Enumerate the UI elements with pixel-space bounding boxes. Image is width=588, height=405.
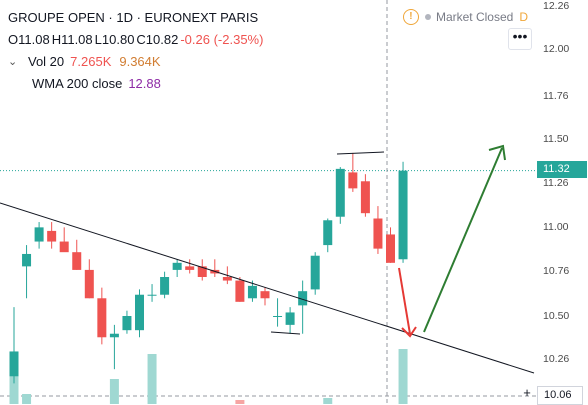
candle-body: [109, 333, 119, 338]
candle-body: [273, 316, 283, 317]
ohlc-row: O11.08 H11.08 L10.80 C10.82 -0.26 (-2.35…: [8, 28, 265, 50]
candle-body: [260, 291, 270, 299]
support-line: [270, 331, 301, 335]
volume-bar: [22, 394, 32, 404]
price-tick: 11.00: [543, 221, 569, 233]
candle-body: [59, 241, 69, 253]
more-options-button[interactable]: •••: [508, 28, 532, 50]
add-plus-icon[interactable]: +: [523, 385, 531, 400]
candle-body: [285, 312, 295, 325]
price-axis[interactable]: 12.26 12.00 11.76 11.50 11.26 11.00 10.7…: [537, 0, 588, 405]
volume-bar: [398, 349, 408, 404]
green-arrow-line: [423, 147, 503, 333]
legend: GROUPE OPEN · 1D · EURONEXT PARIS O11.08…: [8, 6, 265, 94]
candle-body: [172, 262, 182, 270]
price-tick: 10.50: [543, 310, 570, 322]
price-tick: 11.26: [543, 177, 569, 189]
candle-body: [386, 234, 395, 263]
status-dot-icon: [424, 14, 431, 20]
price-tick: 12.26: [543, 0, 570, 12]
chevron-down-icon[interactable]: ⌄: [8, 55, 18, 68]
wma-indicator-row[interactable]: WMA 200 close 12.88: [8, 72, 265, 94]
market-status-text: Market Closed: [435, 10, 514, 24]
candle-body: [310, 255, 320, 290]
ohlc-close: C10.82: [136, 31, 179, 47]
volume-bar: [147, 354, 157, 404]
warning-icon[interactable]: !: [402, 9, 419, 25]
price-tick: 11.50: [543, 133, 569, 145]
ohlc-change: -0.26 (-2.35%): [180, 31, 264, 47]
candle-body: [323, 220, 333, 246]
candle-body: [398, 170, 408, 260]
candle-body: [34, 227, 44, 242]
candle-body: [335, 168, 345, 217]
wma-label: WMA 200 close: [32, 75, 123, 91]
ohlc-open: O11.08: [8, 31, 50, 47]
volume-ma-value: 9.364K: [119, 53, 161, 69]
candle-body: [197, 266, 207, 277]
candle-body: [185, 266, 195, 270]
symbol-row: GROUPE OPEN · 1D · EURONEXT PARIS: [8, 6, 265, 28]
price-tick: 12.00: [543, 43, 570, 55]
ohlc-high: H11.08: [51, 31, 93, 47]
red-arrow-line: [398, 267, 411, 335]
candle-body: [298, 291, 308, 306]
wma-value: 12.88: [128, 75, 161, 91]
volume-bar: [235, 400, 245, 404]
resistance-line: [336, 151, 385, 155]
red-arrow-head: [401, 326, 417, 338]
candle-body: [247, 285, 257, 299]
trend-line: [0, 202, 535, 374]
volume-bar: [323, 398, 333, 404]
price-tick: 10.76: [543, 265, 570, 277]
candle-body: [22, 253, 32, 267]
volume-indicator-row[interactable]: ⌄ Vol 20 7.265K 9.364K: [8, 50, 265, 72]
candle-body: [160, 277, 170, 295]
green-arrow-head: [488, 144, 506, 161]
candle-body: [97, 298, 107, 338]
price-tick: 11.76: [543, 90, 569, 102]
candle-body: [147, 294, 157, 296]
candle-body: [222, 277, 232, 281]
market-flag: D: [519, 10, 528, 24]
candle-body: [84, 269, 94, 299]
volume-bar: [109, 379, 119, 404]
volume-bar: [9, 374, 19, 404]
ohlc-low: L10.80: [94, 31, 135, 47]
candle-body: [135, 294, 144, 331]
candle-body: [348, 172, 358, 189]
candle-body: [373, 218, 383, 249]
symbol-title[interactable]: GROUPE OPEN · 1D · EURONEXT PARIS: [8, 9, 259, 25]
price-plot[interactable]: [0, 0, 537, 404]
candle-body: [72, 252, 82, 270]
crosshair-price-label: 10.06: [537, 386, 583, 405]
candle-body: [360, 181, 370, 214]
candle-body: [235, 280, 245, 302]
candle-body: [9, 351, 19, 377]
market-status[interactable]: ! Market Closed D: [402, 9, 528, 25]
volume-value: 7.265K: [70, 53, 112, 69]
candle-body: [122, 316, 132, 331]
price-tick: 10.26: [543, 353, 570, 365]
candle-body: [47, 230, 57, 242]
current-price-label: 11.32: [537, 161, 587, 178]
volume-label: Vol 20: [28, 53, 65, 69]
